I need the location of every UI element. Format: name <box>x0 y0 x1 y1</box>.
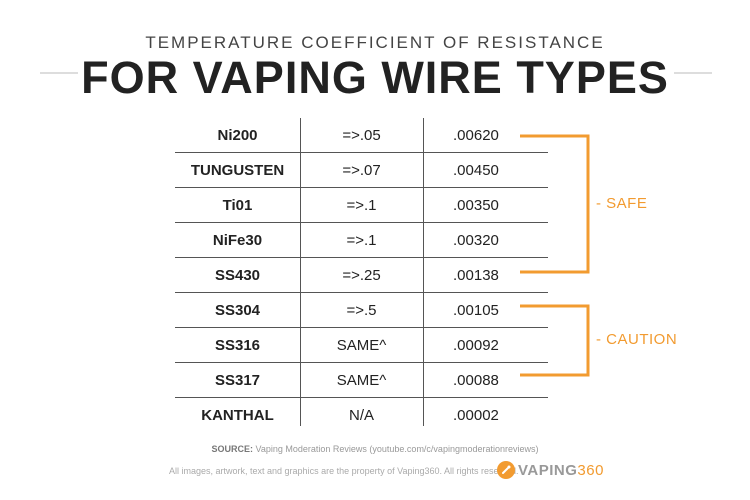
ramp-rate-cell: =>.07 <box>342 161 381 179</box>
tcr-cell: .00320 <box>453 231 499 249</box>
caution-label: - CAUTION <box>596 331 678 348</box>
source-label: SOURCE: <box>211 444 253 454</box>
wire-type-cell: SS430 <box>214 266 261 284</box>
logo-text: VAPING360 <box>518 462 604 479</box>
logo-word: VAPING <box>518 461 578 479</box>
copyright-notice: All images, artwork, text and graphics a… <box>169 466 519 476</box>
wire-type-cell: SS316 <box>214 336 261 354</box>
vaping360-logo: VAPING360 <box>497 459 604 481</box>
page-title: FOR VAPING WIRE TYPES <box>81 52 669 103</box>
table-row: SS304 =>.5 .00105 <box>175 293 548 328</box>
ramp-rate-cell: =>.5 <box>346 301 377 319</box>
table-row: Ni200 =>.05 .00620 <box>175 118 548 153</box>
logo-number: 360 <box>577 461 604 479</box>
source-note: SOURCE: Vaping Moderation Reviews (youtu… <box>0 444 750 454</box>
ramp-rate-cell: N/A <box>348 406 374 424</box>
table-row: SS430 =>.25 .00138 <box>175 258 548 293</box>
wire-type-cell: KANTHAL <box>201 406 274 424</box>
wire-type-cell: Ti01 <box>222 196 253 214</box>
title-rule-left <box>40 72 78 74</box>
safe-bracket <box>520 134 590 274</box>
ramp-rate-cell: SAME^ <box>336 371 387 389</box>
tcr-cell: .00092 <box>453 336 499 354</box>
wire-type-cell: TUNGUSTEN <box>190 161 285 179</box>
tcr-cell: .00002 <box>453 406 499 424</box>
table-row: Ti01 =>.1 .00350 <box>175 188 548 223</box>
vape-drop-icon <box>497 461 515 479</box>
ramp-rate-cell: =>.1 <box>346 196 377 214</box>
wire-table: Ni200 =>.05 .00620 TUNGUSTEN =>.07 .0045… <box>175 118 548 432</box>
table-row: TUNGUSTEN =>.07 .00450 <box>175 153 548 188</box>
tcr-cell: .00350 <box>453 196 499 214</box>
ramp-rate-cell: =>.05 <box>342 126 381 144</box>
tcr-cell: .00088 <box>453 371 499 389</box>
table-row: SS316 SAME^ .00092 <box>175 328 548 363</box>
source-text: Vaping Moderation Reviews (youtube.com/c… <box>255 444 539 454</box>
title-rule-right <box>674 72 712 74</box>
ramp-rate-cell: =>.25 <box>342 266 381 284</box>
caution-bracket <box>520 304 590 377</box>
table-row: SS317 SAME^ .00088 <box>175 363 548 398</box>
tcr-cell: .00620 <box>453 126 499 144</box>
table-row: KANTHAL N/A .00002 <box>175 398 548 432</box>
tcr-cell: .00105 <box>453 301 499 319</box>
tcr-cell: .00450 <box>453 161 499 179</box>
wire-type-cell: SS304 <box>214 301 261 319</box>
ramp-rate-cell: SAME^ <box>336 336 387 354</box>
tcr-cell: .00138 <box>453 266 499 284</box>
wire-type-cell: SS317 <box>214 371 261 389</box>
wire-type-cell: Ni200 <box>217 126 258 144</box>
table-divider-1 <box>300 118 301 426</box>
safe-label: - SAFE <box>596 195 648 212</box>
ramp-rate-cell: =>.1 <box>346 231 377 249</box>
table-row: NiFe30 =>.1 .00320 <box>175 223 548 258</box>
page-subtitle: TEMPERATURE COEFFICIENT OF RESISTANCE <box>145 33 605 52</box>
table-divider-2 <box>423 118 424 426</box>
wire-type-cell: NiFe30 <box>212 231 263 249</box>
